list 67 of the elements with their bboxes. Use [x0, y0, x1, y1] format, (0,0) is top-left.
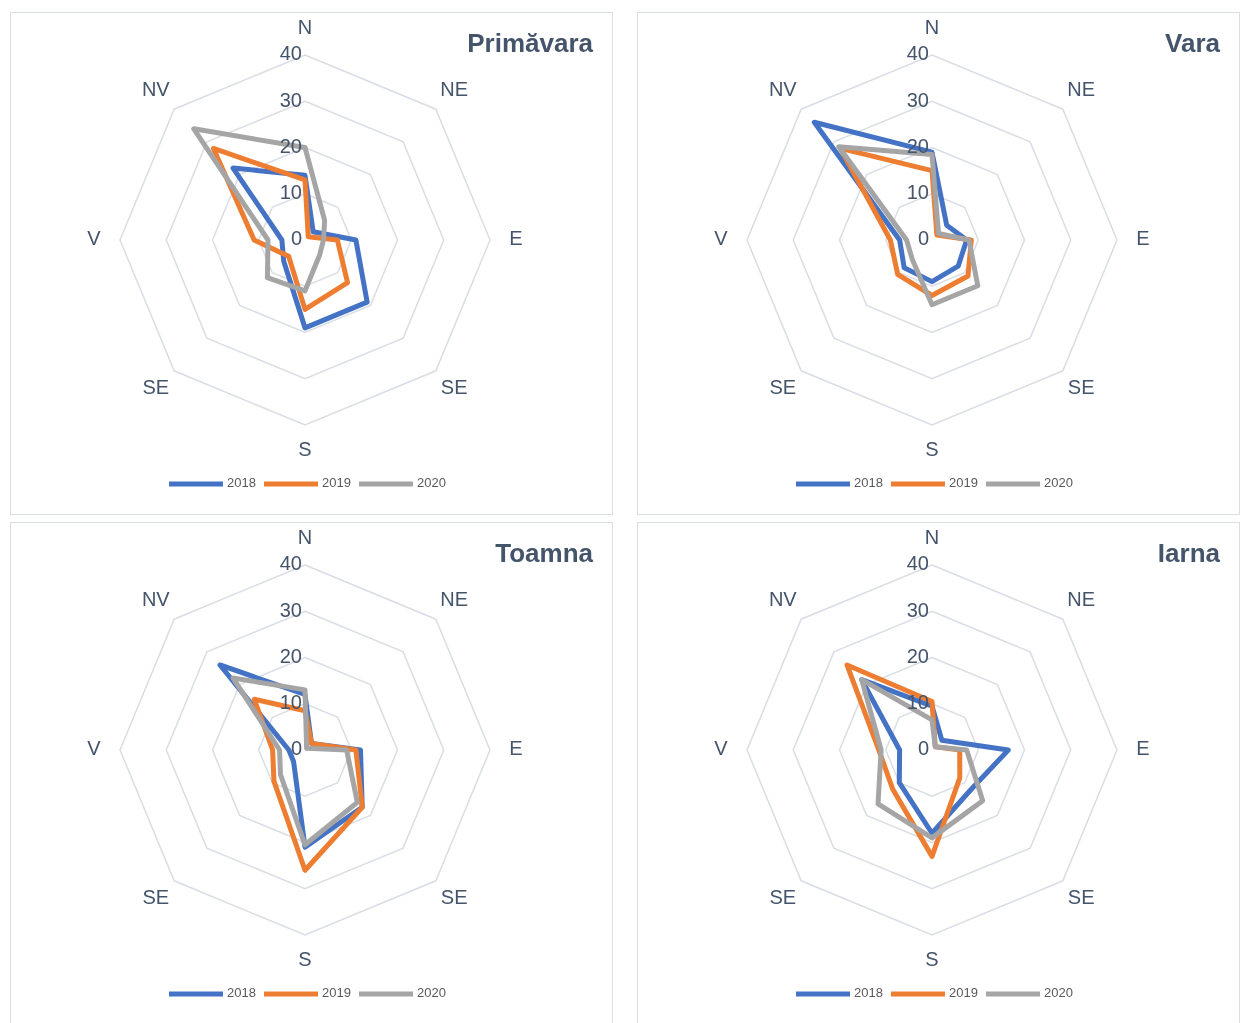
y-tick-label: 20 — [906, 134, 929, 157]
y-tick-label: 20 — [906, 644, 929, 667]
spoke-label: SE — [1067, 886, 1095, 909]
spoke-label: SE — [1067, 376, 1095, 399]
spoke-label: E — [1136, 737, 1150, 760]
spoke-label: S — [925, 438, 939, 461]
legend-label: 2018 — [227, 475, 256, 491]
legend-label: 2020 — [417, 985, 446, 1001]
legend-label: 2020 — [1044, 985, 1073, 1001]
y-tick-label: 40 — [906, 42, 929, 65]
legend-label: 2019 — [949, 985, 978, 1001]
legend-label: 2020 — [417, 475, 446, 491]
spoke-label: N — [297, 16, 313, 39]
y-tick-label: 30 — [906, 598, 929, 621]
spoke-label: V — [87, 227, 102, 250]
chart-title: Vara — [1165, 27, 1221, 58]
chart-title: Primăvara — [467, 27, 594, 58]
spoke-label: E — [509, 737, 523, 760]
y-tick-label: 10 — [906, 181, 929, 204]
spoke-label: NV — [141, 78, 171, 101]
spoke-label: E — [509, 227, 523, 250]
legend-label: 2018 — [854, 985, 883, 1001]
spoke-label: SE — [769, 376, 797, 399]
y-tick-label: 20 — [279, 644, 302, 667]
spoke-label: NV — [768, 588, 798, 611]
legend-label: 2019 — [322, 475, 351, 491]
legend-label: 2019 — [949, 475, 978, 491]
y-tick-label: 0 — [290, 227, 302, 250]
spoke-label: NE — [1067, 588, 1096, 611]
y-tick-label: 0 — [917, 737, 929, 760]
spoke-label: NV — [141, 588, 171, 611]
chart-title: Toamna — [495, 537, 594, 568]
legend-label: 2018 — [227, 985, 256, 1001]
spoke-label: N — [924, 526, 940, 549]
legend-label: 2018 — [854, 475, 883, 491]
y-tick-label: 40 — [279, 552, 302, 575]
legend-label: 2020 — [1044, 475, 1073, 491]
y-tick-label: 40 — [279, 42, 302, 65]
y-tick-label: 10 — [906, 691, 929, 714]
spoke-label: S — [925, 948, 939, 971]
spoke-label: SE — [440, 376, 468, 399]
y-tick-label: 20 — [279, 134, 302, 157]
y-tick-label: 30 — [279, 88, 302, 111]
spoke-label: V — [87, 737, 102, 760]
spoke-label: N — [297, 526, 313, 549]
spoke-label: S — [298, 438, 312, 461]
spoke-label: SE — [142, 886, 170, 909]
y-tick-label: 10 — [279, 181, 302, 204]
spoke-label: NE — [1067, 78, 1096, 101]
spoke-label: NV — [768, 78, 798, 101]
spoke-label: SE — [142, 376, 170, 399]
spoke-label: NE — [440, 588, 469, 611]
y-tick-label: 0 — [917, 227, 929, 250]
y-tick-label: 30 — [279, 598, 302, 621]
spoke-label: E — [1136, 227, 1150, 250]
spoke-label: SE — [440, 886, 468, 909]
spoke-label: V — [714, 737, 729, 760]
spoke-label: SE — [769, 886, 797, 909]
chart-title: Iarna — [1157, 537, 1221, 568]
legend-label: 2019 — [322, 985, 351, 1001]
spoke-label: S — [298, 948, 312, 971]
y-tick-label: 40 — [906, 552, 929, 575]
spoke-label: N — [924, 16, 940, 39]
y-tick-label: 0 — [290, 737, 302, 760]
spoke-label: V — [714, 227, 729, 250]
y-tick-label: 30 — [906, 88, 929, 111]
spoke-label: NE — [440, 78, 469, 101]
